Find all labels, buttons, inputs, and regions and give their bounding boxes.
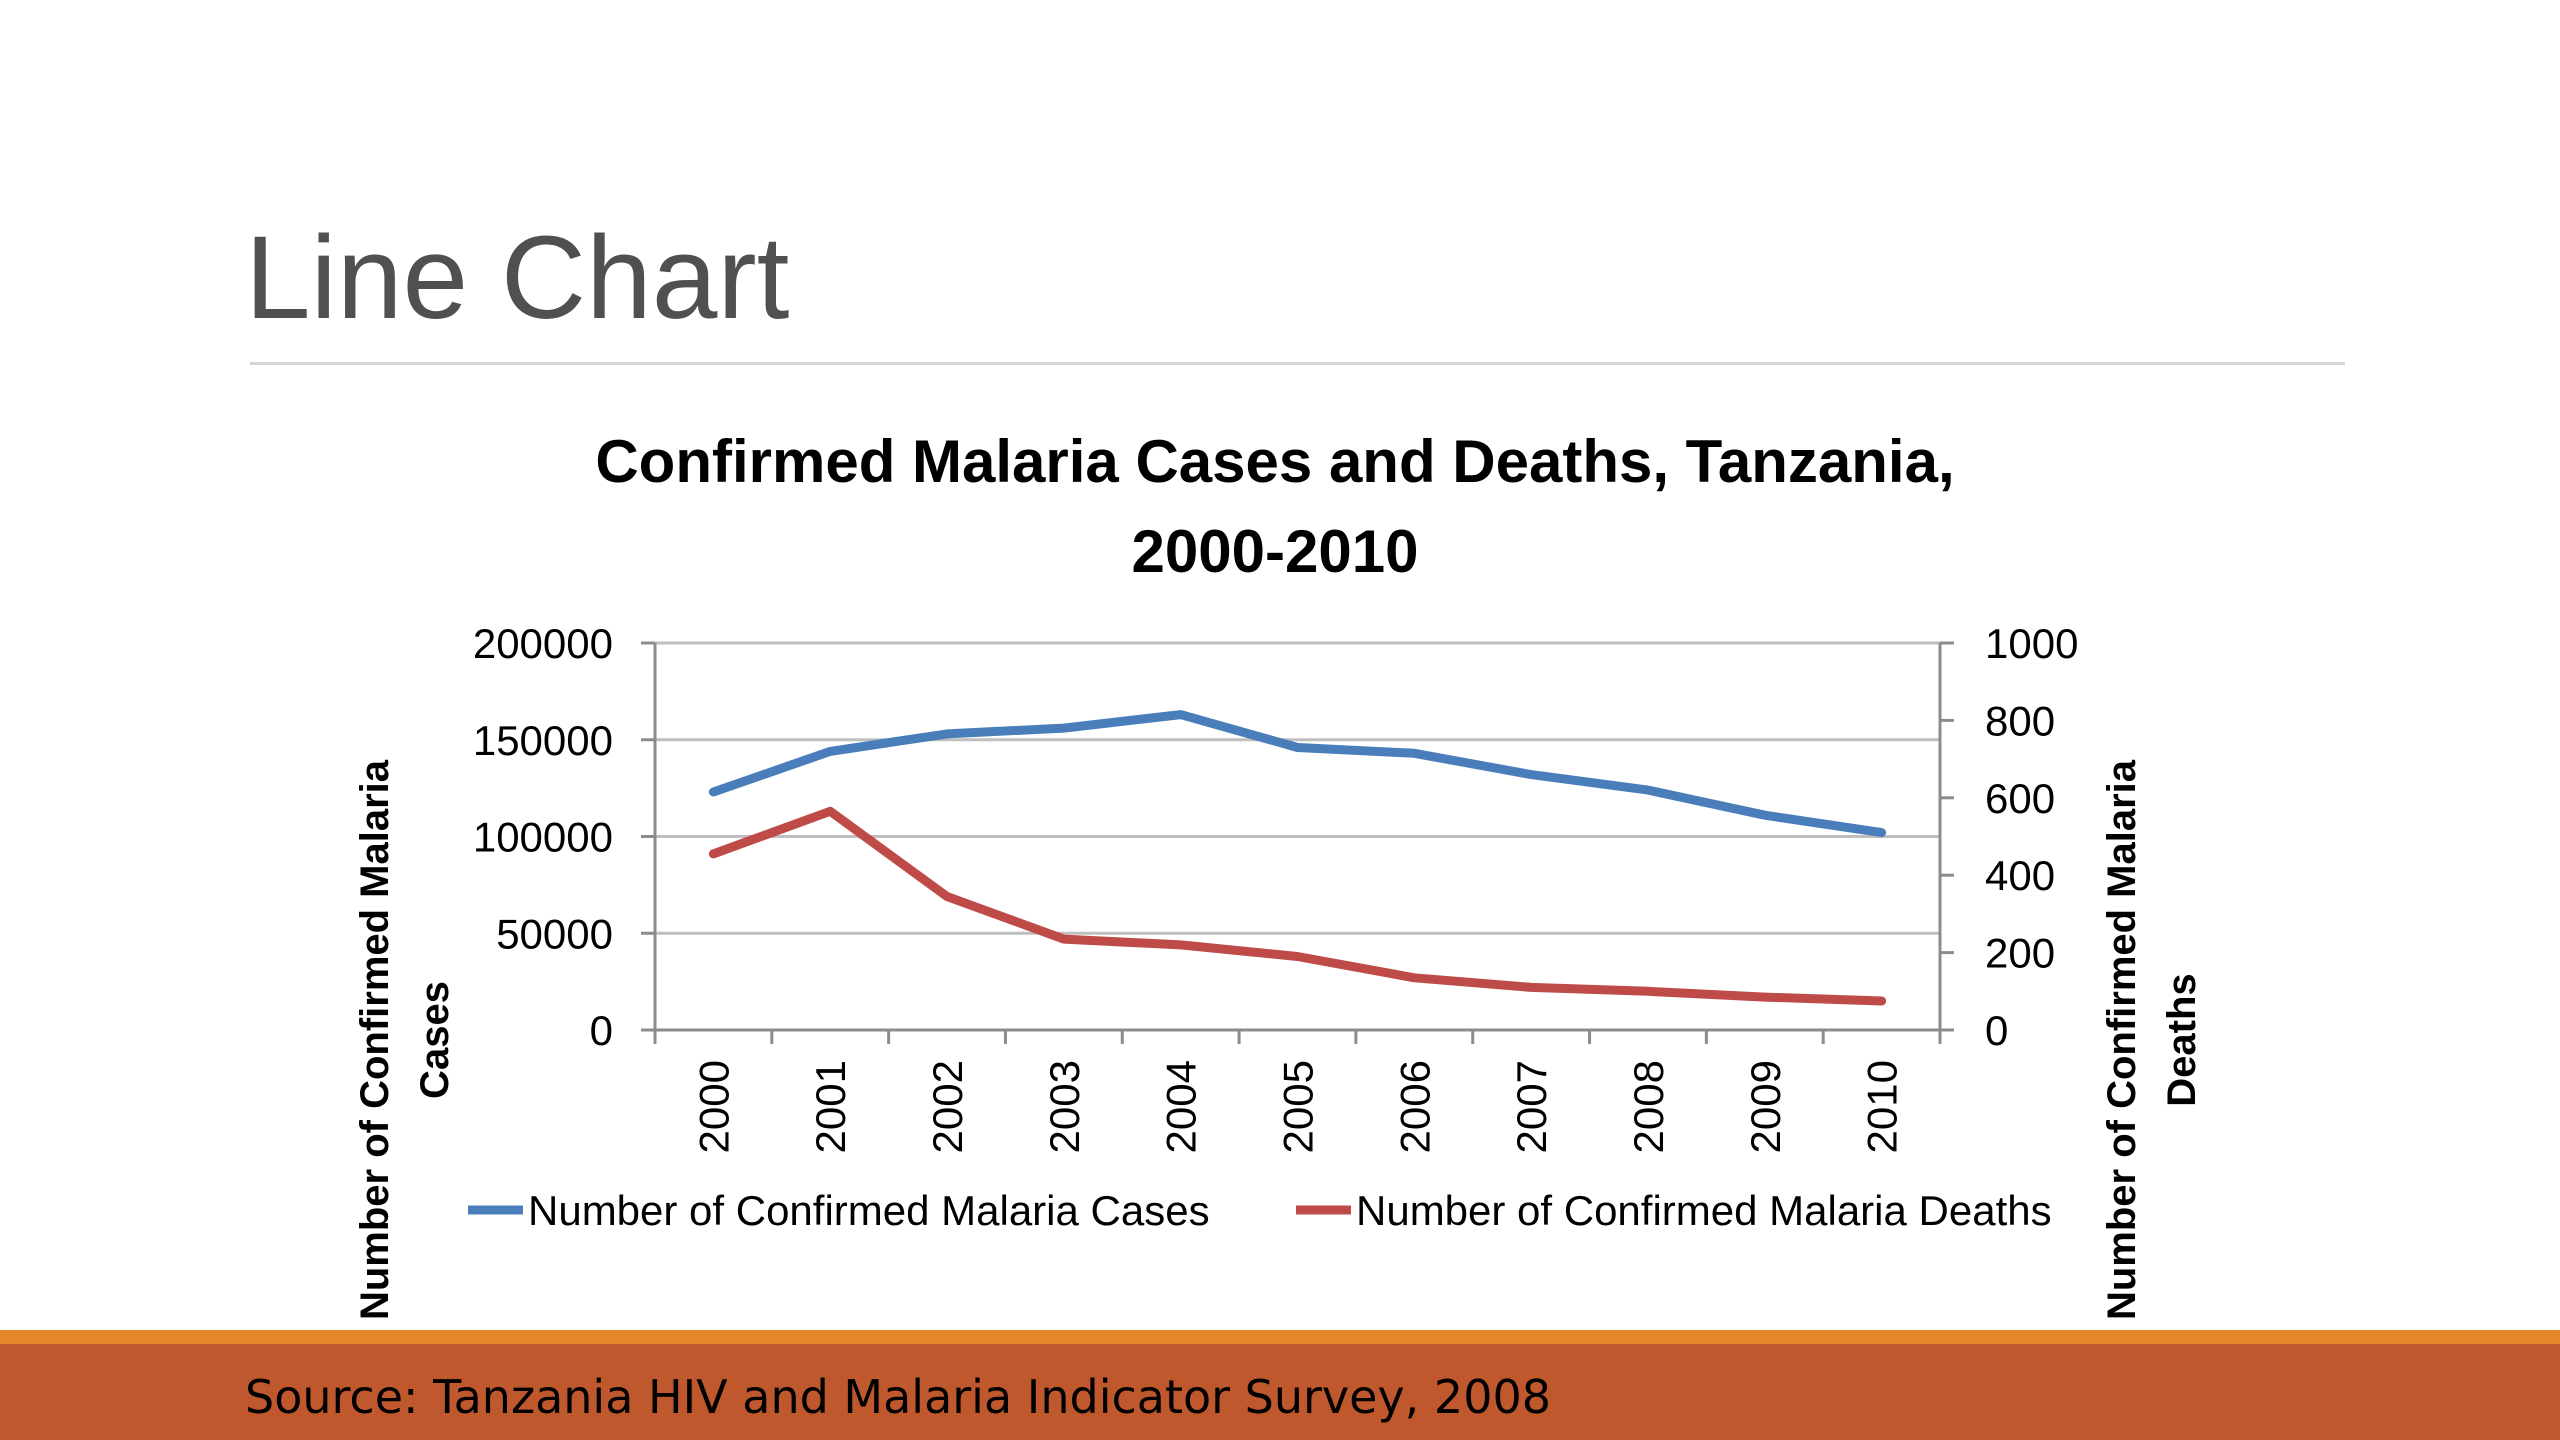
- right-axis-tick-label: 600: [1985, 775, 2055, 822]
- x-axis-tick-label: 2000: [690, 1060, 737, 1153]
- x-axis-tick-label: 2001: [807, 1060, 854, 1153]
- right-axis-title-line: Number of Confirmed Malaria: [2100, 759, 2144, 1320]
- left-axis-tick-label: 50000: [496, 910, 613, 957]
- x-axis-tick-label: 2009: [1742, 1060, 1789, 1153]
- right-axis-tick-label: 0: [1985, 1007, 2008, 1054]
- right-axis-tick-label: 1000: [1985, 620, 2078, 667]
- x-axis-tick-label: 2006: [1391, 1060, 1438, 1153]
- left-axis-tick-label: 200000: [473, 620, 613, 667]
- footer-accent-stripe: [0, 1330, 2560, 1344]
- x-axis-tick-label: 2004: [1158, 1060, 1205, 1153]
- x-axis-tick-label: 2002: [924, 1060, 971, 1153]
- series-line-cases: [708, 710, 1887, 838]
- slide-title: Line Chart: [245, 212, 790, 344]
- right-axis-tick-label: 400: [1985, 852, 2055, 899]
- right-axis-tick-label: 200: [1985, 930, 2055, 977]
- x-axis-tick-label: 2008: [1625, 1060, 1672, 1153]
- series-line-deaths: [708, 806, 1887, 1006]
- right-axis-tick-label: 800: [1985, 697, 2055, 744]
- source-note: Source: Tanzania HIV and Malaria Indicat…: [245, 1370, 1551, 1424]
- x-axis-tick-label: 2005: [1275, 1060, 1322, 1153]
- legend-item-cases-label: Number of Confirmed Malaria Cases: [528, 1187, 1210, 1234]
- right-axis-title-line: Deaths: [2160, 973, 2204, 1106]
- left-axis-tick-label: 0: [590, 1007, 613, 1054]
- title-divider: [250, 362, 2345, 365]
- footer-band: [0, 1344, 2560, 1440]
- chart-title-line: Confirmed Malaria Cases and Deaths, Tanz…: [595, 428, 1954, 495]
- left-axis-tick-label: 100000: [473, 814, 613, 861]
- x-axis-tick-label: 2007: [1508, 1060, 1555, 1153]
- legend-item-deaths-label: Number of Confirmed Malaria Deaths: [1356, 1187, 2052, 1234]
- x-axis-tick-label: 2010: [1859, 1060, 1906, 1153]
- left-axis-title-line: Number of Confirmed Malaria: [353, 759, 397, 1320]
- x-axis-tick-label: 2003: [1041, 1060, 1088, 1153]
- chart-title-line: 2000-2010: [1132, 518, 1419, 585]
- left-axis-tick-label: 150000: [473, 717, 613, 764]
- left-axis-title-line: Cases: [413, 981, 457, 1099]
